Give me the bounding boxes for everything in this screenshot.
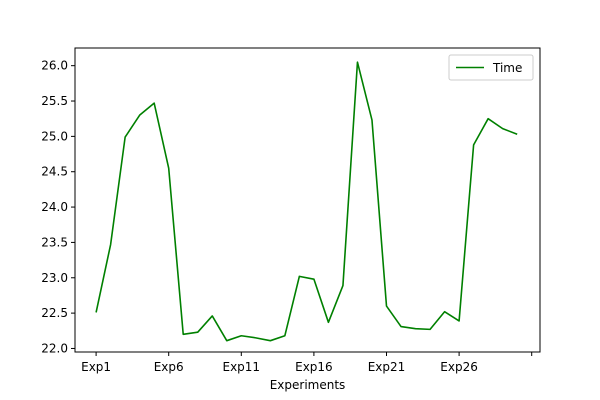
y-tick-label: 24.5 bbox=[41, 165, 68, 179]
series-line-0 bbox=[95, 61, 518, 342]
y-tick-label: 26.0 bbox=[41, 59, 68, 73]
y-tick-label: 23.0 bbox=[41, 271, 68, 285]
x-tick-label: Exp21 bbox=[368, 360, 406, 374]
x-tick-label: Exp16 bbox=[295, 360, 333, 374]
legend: Time bbox=[448, 54, 534, 81]
y-tick-label: 23.5 bbox=[41, 235, 68, 249]
x-tick-label: Exp11 bbox=[223, 360, 261, 374]
y-axis: 22.0 22.5 23.0 23.5 24.0 24.5 25.0 25.5 26.0 bbox=[41, 59, 75, 355]
y-tick-label: 22.0 bbox=[41, 341, 68, 355]
x-axis: Exp1 Exp6 Exp11 Exp16 Exp21 Exp26 bbox=[81, 352, 533, 374]
series-layer bbox=[95, 61, 518, 342]
y-tick-label: 25.0 bbox=[41, 129, 68, 143]
plot-area bbox=[75, 48, 540, 352]
y-tick-label: 22.5 bbox=[41, 306, 68, 320]
x-tick-label: Exp6 bbox=[154, 360, 184, 374]
legend-box bbox=[448, 54, 534, 81]
legend-entry: Time bbox=[492, 61, 522, 75]
x-tick-label: Exp26 bbox=[440, 360, 478, 374]
x-axis-label: Experiments bbox=[270, 378, 346, 392]
y-tick-label: 24.0 bbox=[41, 200, 68, 214]
x-tick-label: Exp1 bbox=[81, 360, 111, 374]
plot-frame bbox=[74, 47, 541, 353]
y-tick-label: 25.5 bbox=[41, 94, 68, 108]
